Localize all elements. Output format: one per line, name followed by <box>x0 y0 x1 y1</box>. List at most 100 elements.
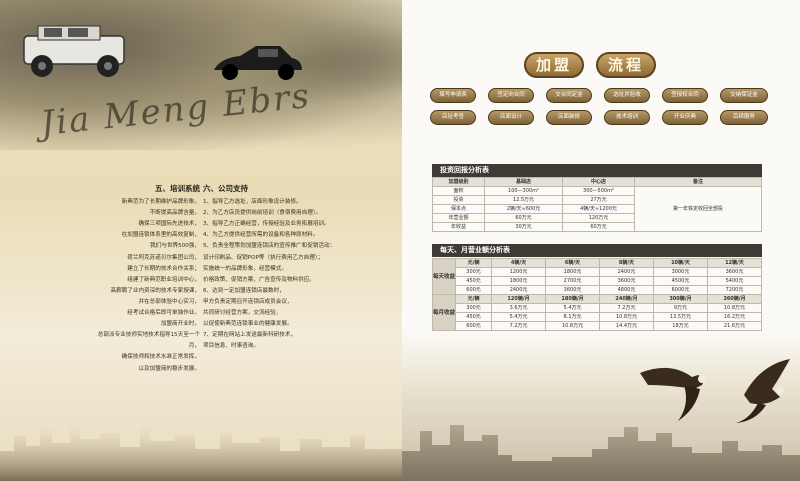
table-header-cell: 中心店 <box>562 177 635 187</box>
table-cell: 120万元 <box>562 213 635 223</box>
table-cell: 2辆/天≈600元 <box>484 204 563 214</box>
table-cell: 1200元 <box>491 267 547 277</box>
text-line: 5、负责全程策划加盟连锁店的宣传推广和促销活动： <box>203 243 336 250</box>
table-cell: 1800元 <box>491 276 547 286</box>
table-cell: 面积 <box>432 186 485 196</box>
table-cell: 600元 <box>455 321 493 331</box>
table-cell: 4辆/天≈1200元 <box>562 204 635 214</box>
table-cell: 9万元 <box>652 303 708 313</box>
table-cell: 450元 <box>455 312 493 322</box>
corporate-text: 1、指导乙方选址，店面形象设计装修。 2、为乙方店员提供岗前培训（食宿费用自理）。… <box>203 197 353 352</box>
step-1: 填写申请表 <box>430 88 476 103</box>
table-header-cell: 8辆/天 <box>599 258 654 268</box>
table-cell: 7.2万元 <box>599 303 654 313</box>
training-heading: 五、培训系统 <box>155 184 200 193</box>
table-row: 450元 1800元 2700元 3600元 4500元 5400元 <box>433 276 763 286</box>
table-cell: 10.8万元 <box>545 321 601 331</box>
table-cell: 6000元 <box>652 285 708 295</box>
step-11: 开业庆典 <box>662 110 708 125</box>
left-page: Jia Meng Ebrs 五、培训系统 新典范为了长期维护品牌形象， 不断提高品… <box>0 0 402 481</box>
table-row: 600元 7.2万元 10.8万元 14.4万元 18万元 21.6万元 <box>433 321 763 331</box>
table-cell: 2400元 <box>599 267 654 277</box>
corporate-support-section: 六、公司支持 1、指导乙方选址，店面形象设计装修。 2、为乙方店员提供岗前培训（食… <box>203 183 353 352</box>
city-skyline-right <box>402 425 800 481</box>
text-line: 共同研讨经营方案，交流经验， <box>203 310 282 317</box>
text-line: 建立了长期的技术合作关系； <box>127 265 200 272</box>
table-header-cell: 6辆/天 <box>545 258 601 268</box>
corporate-heading: 六、公司支持 <box>203 184 248 193</box>
table-cell: 3600元 <box>706 267 763 277</box>
text-line: 6、达到一定加盟连锁店最数时， <box>203 287 285 294</box>
table-cell: 60万元 <box>562 222 635 232</box>
table-cell: 16.2万元 <box>706 312 763 322</box>
franchise-process-title: 加盟 流程 <box>524 52 659 82</box>
right-page: 加盟 流程 填写申请表 签定向合同 交合同定金 选址并验收 签授权合同 交纳保证… <box>402 0 800 481</box>
text-line: 4、为乙方提供经营所需的设备和各种原材料。 <box>203 232 319 239</box>
table-cell: 300元 <box>455 303 493 313</box>
table-cell: 5.4万元 <box>491 312 547 322</box>
table-cell: 300—500m² <box>562 186 635 196</box>
text-line: 确保技师和技术水准正常发挥， <box>121 354 200 361</box>
table-row: 年收益 30万元 60万元 <box>432 222 762 232</box>
note-cell: 第一年铁定收回全部投 <box>634 186 762 232</box>
table-cell: 3600元 <box>545 285 601 295</box>
text-line: 我们与世界500强， <box>150 243 200 250</box>
table-cell: 3000元 <box>652 267 708 277</box>
table-header-cell: 备注 <box>634 177 762 187</box>
table-cell: 450元 <box>455 276 493 286</box>
table-row: 每月收益 元/辆 120辆/月 180辆/月 240辆/月 300辆/月 360辆/月 <box>431 294 763 331</box>
table-cell: 8.1万元 <box>545 312 601 322</box>
table-cell: 30万元 <box>484 222 563 232</box>
step-9: 店面装修 <box>546 110 592 125</box>
step-8: 店面设计 <box>488 110 534 125</box>
city-skyline-left <box>0 421 402 481</box>
text-line: 甲方负责定期召开连锁店成员会议， <box>203 298 293 305</box>
text-line: 确保三项国际先进技术， <box>138 221 200 228</box>
text-line: 总部派专业技师实地技术指导15天至一个月， <box>97 332 200 350</box>
table-header-cell: 120辆/月 <box>491 294 547 304</box>
table-header-cell: 元/辆 <box>455 294 493 304</box>
text-line: 价格政策、促销方案、广告宣传及物料供应。 <box>203 276 315 283</box>
step-7: 店址考查 <box>430 110 476 125</box>
table-row: 300元 1200元 1800元 2400元 3000元 3600元 <box>433 267 763 277</box>
training-section: 五、培训系统 新典范为了长期维护品牌形象， 不断提高品牌含量， 确保三项国际先进技术… <box>90 183 200 375</box>
text-line: 在加盟连锁体系里的高效复制， <box>121 232 200 239</box>
table-cell: 5.4万元 <box>545 303 601 313</box>
table-cell: 1800元 <box>545 267 601 277</box>
table-header-cell: 180辆/月 <box>545 294 601 304</box>
text-line: 不断提高品牌含量， <box>149 210 200 217</box>
table-cell: 100—300m² <box>484 186 563 196</box>
training-text: 新典范为了长期维护品牌形象， 不断提高品牌含量， 确保三项国际先进技术， 在加盟连锁体… <box>90 197 200 375</box>
table-cell: 2700元 <box>545 276 601 286</box>
table-cell: 60万元 <box>484 213 563 223</box>
sky-background <box>0 0 402 150</box>
table-header-cell: 240辆/月 <box>599 294 654 304</box>
text-line: 并在总部体验中心实习， <box>138 298 200 305</box>
text-line: 7、定期在网站上发送最新科研技术， <box>203 332 297 339</box>
table-cell: 年收益 <box>432 222 485 232</box>
table-cell: 投资 <box>432 195 485 205</box>
text-line: 设计印刷品、促销POP等（执行费用乙方自理）； <box>203 254 324 261</box>
table-header-cell: 360辆/月 <box>706 294 763 304</box>
table-cell: 5400元 <box>706 276 763 286</box>
table-cell: 年营业额 <box>432 213 485 223</box>
text-line: 3、指导乙方正确经营，传授经验及业务拓展培训。 <box>203 221 330 228</box>
table-cell: 18万元 <box>652 321 708 331</box>
table-cell: 7200元 <box>706 285 763 295</box>
table-header-cell: 300辆/月 <box>652 294 708 304</box>
text-line: 新典范为了长期维护品牌形象， <box>121 199 200 206</box>
table-cell: 3600元 <box>599 276 654 286</box>
jeep-image <box>23 25 125 77</box>
table-row: 每天收益 元/辆 4辆/天 6辆/天 8辆/天 10辆/天 12辆/天 <box>431 258 763 295</box>
sedan-image <box>214 46 302 80</box>
table-cell: 21.6万元 <box>706 321 763 331</box>
table-header-cell: 10辆/天 <box>652 258 708 268</box>
table-cell: 10.8万元 <box>706 303 763 313</box>
step-12: 后续服务 <box>720 110 768 125</box>
table-header-cell: 12辆/天 <box>706 258 763 268</box>
row-group-label: 每月收益 <box>431 294 457 331</box>
title-part-2: 流程 <box>596 52 656 78</box>
text-line: 加盟商开业时， <box>160 321 200 328</box>
step-5: 签授权合同 <box>662 88 708 103</box>
table-cell: 14.4万元 <box>599 321 654 331</box>
